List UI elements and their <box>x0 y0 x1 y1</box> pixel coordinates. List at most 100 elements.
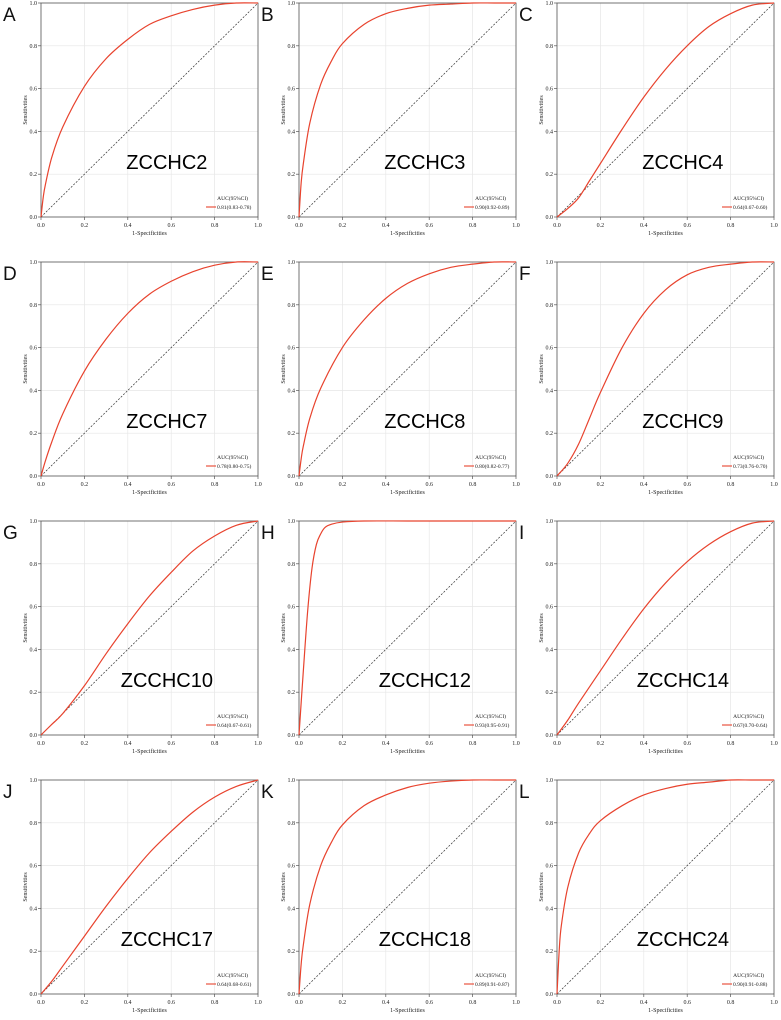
legend-title: AUC(95%CI) <box>733 972 764 979</box>
y-tick-label: 0.0 <box>288 474 296 480</box>
x-tick-label: 0.6 <box>683 482 691 488</box>
y-tick-label: 1.0 <box>288 519 296 525</box>
x-tick-label: 1.0 <box>512 482 520 488</box>
x-tick-label: 0.0 <box>295 1000 303 1006</box>
x-axis-label: 1-Specificities <box>648 1007 683 1014</box>
y-tick-label: 0.6 <box>30 346 38 352</box>
y-tick-label: 0.8 <box>546 821 554 827</box>
x-tick-label: 0.0 <box>295 741 303 747</box>
gene-title: ZCCHC9 <box>642 411 723 433</box>
x-tick-label: 1.0 <box>254 741 262 747</box>
x-tick-label: 0.8 <box>469 482 477 488</box>
roc-curve <box>40 779 259 995</box>
x-tick-label: 0.8 <box>211 223 219 229</box>
y-tick-label: 1.0 <box>546 519 554 525</box>
y-tick-label: 0.4 <box>546 647 554 653</box>
y-axis-label: Sensitivities <box>539 613 545 643</box>
y-tick-label: 0.4 <box>30 906 38 912</box>
x-tick-label: 0.8 <box>727 223 735 229</box>
panel-letter: L <box>519 782 530 803</box>
x-axis-label: 1-Specificities <box>132 489 167 496</box>
x-tick-label: 0.2 <box>597 223 605 229</box>
x-axis-label: 1-Specificities <box>390 1007 425 1014</box>
y-tick-label: 0.6 <box>30 605 38 611</box>
y-tick-label: 0.8 <box>288 44 296 50</box>
x-tick-label: 0.4 <box>640 741 648 747</box>
x-tick-label: 1.0 <box>770 482 778 488</box>
y-tick-label: 0.0 <box>546 992 554 998</box>
y-axis-label: Sensitivities <box>539 354 545 384</box>
legend-value: 0.93(0.95-0.91) <box>475 722 510 729</box>
y-tick-label: 0.2 <box>30 690 38 696</box>
x-tick-label: 0.8 <box>727 482 735 488</box>
gene-title: ZCCHC7 <box>126 411 207 433</box>
x-tick-label: 0.0 <box>553 482 561 488</box>
x-tick-label: 0.0 <box>553 223 561 229</box>
x-tick-label: 0.4 <box>640 482 648 488</box>
x-tick-label: 0.2 <box>597 1000 605 1006</box>
x-tick-label: 0.8 <box>469 741 477 747</box>
y-tick-label: 0.6 <box>288 346 296 352</box>
reference-diagonal <box>40 2 259 218</box>
x-tick-label: 0.6 <box>683 1000 691 1006</box>
legend-value: 0.80(0.82-0.77) <box>475 463 510 470</box>
plot-frame <box>556 261 775 477</box>
panel-letter: I <box>519 523 524 544</box>
roc-curve <box>556 2 775 218</box>
y-tick-label: 0.0 <box>30 992 38 998</box>
x-tick-label: 0.8 <box>211 1000 219 1006</box>
reference-diagonal <box>556 520 775 736</box>
x-tick-label: 0.4 <box>382 741 390 747</box>
roc-panel-f: F 0.0 0.0 0.2 0.2 0.4 0.4 0.6 0.6 0.8 0.8 1.0 1.0 1-S… <box>519 260 778 496</box>
x-tick-label: 0.0 <box>37 482 45 488</box>
roc-curve <box>556 520 775 736</box>
x-tick-label: 0.6 <box>167 482 175 488</box>
reference-diagonal <box>40 779 259 995</box>
y-tick-label: 0.6 <box>288 864 296 870</box>
legend-title: AUC(95%CI) <box>217 454 248 461</box>
x-axis-label: 1-Specificities <box>390 489 425 496</box>
gene-title: ZCCHC10 <box>121 670 213 692</box>
x-tick-label: 0.0 <box>553 741 561 747</box>
legend-value: 0.89(0.91-0.87) <box>475 981 510 988</box>
panel-letter: E <box>261 264 274 285</box>
x-tick-label: 0.6 <box>425 482 433 488</box>
x-tick-label: 0.4 <box>124 223 132 229</box>
x-tick-label: 0.8 <box>469 223 477 229</box>
y-tick-label: 0.4 <box>288 647 296 653</box>
x-tick-label: 1.0 <box>770 223 778 229</box>
y-tick-label: 0.2 <box>288 172 296 178</box>
y-tick-label: 0.6 <box>546 605 554 611</box>
y-tick-label: 0.8 <box>546 303 554 309</box>
x-tick-label: 0.6 <box>683 741 691 747</box>
legend-title: AUC(95%CI) <box>733 713 764 720</box>
y-tick-label: 0.2 <box>546 690 554 696</box>
x-tick-label: 0.4 <box>382 223 390 229</box>
gene-title: ZCCHC12 <box>379 670 471 692</box>
panel-letter: G <box>3 523 18 544</box>
y-axis-label: Sensitivities <box>281 872 287 902</box>
gene-title: ZCCHC18 <box>379 929 471 951</box>
legend-title: AUC(95%CI) <box>475 713 506 720</box>
y-axis-label: Sensitivities <box>23 613 29 643</box>
roc-panel-i: I 0.0 0.0 0.2 0.2 0.4 0.4 0.6 0.6 0.8 0.8 1.0 1.0 1-S… <box>519 519 778 755</box>
legend-value: 0.64(0.67-0.60) <box>733 204 768 211</box>
x-tick-label: 0.6 <box>425 1000 433 1006</box>
legend-title: AUC(95%CI) <box>217 972 248 979</box>
y-tick-label: 1.0 <box>30 778 38 784</box>
legend-value: 0.64(0.68-0.61) <box>217 981 252 988</box>
panel-letter: F <box>519 264 531 285</box>
x-tick-label: 1.0 <box>254 1000 262 1006</box>
x-tick-label: 1.0 <box>770 741 778 747</box>
y-axis-label: Sensitivities <box>281 354 287 384</box>
x-tick-label: 1.0 <box>770 1000 778 1006</box>
roc-curve <box>40 261 259 477</box>
gene-title: ZCCHC8 <box>384 411 465 433</box>
y-tick-label: 0.0 <box>30 733 38 739</box>
x-tick-label: 0.4 <box>640 223 648 229</box>
x-axis-label: 1-Specificities <box>648 748 683 755</box>
plot-frame <box>40 779 259 995</box>
x-tick-label: 0.2 <box>81 741 89 747</box>
x-tick-label: 0.2 <box>339 482 347 488</box>
legend-title: AUC(95%CI) <box>733 195 764 202</box>
